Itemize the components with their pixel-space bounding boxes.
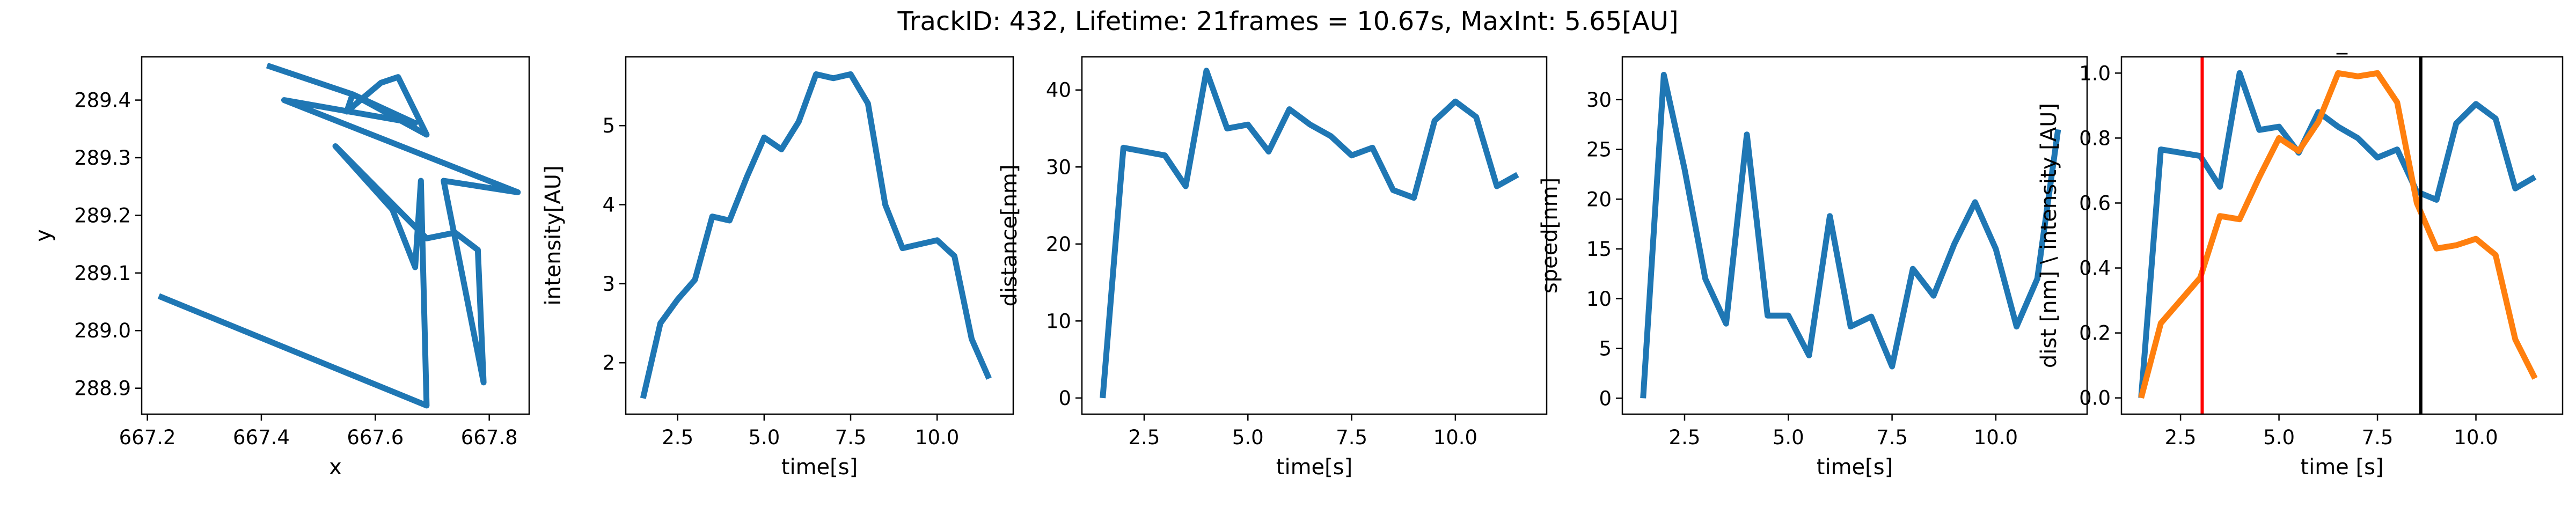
y-tick-label-trajectory: 289.2 (74, 204, 131, 227)
x-tick-label-normalized: 7.5 (2362, 426, 2394, 449)
y-tick-label-normalized: 0.8 (2079, 127, 2111, 150)
x-tick-label-intensity: 2.5 (662, 426, 693, 449)
y-tick-label-speed: 25 (1586, 138, 1612, 161)
y-tick-label-distance: 20 (1046, 233, 1071, 256)
x-tick-label-speed: 7.5 (1876, 426, 1908, 449)
x-axis-label-distance: time[s] (1276, 455, 1352, 480)
axes-frame-distance (1081, 56, 1548, 415)
x-tick-label-normalized: 5.0 (2263, 426, 2295, 449)
y-tick-label-normalized: 0.6 (2079, 192, 2111, 215)
x-tick-label-normalized: 10.0 (2454, 426, 2498, 449)
series-line-normalized-1 (2138, 70, 2538, 399)
axes-frame-normalized (2120, 56, 2564, 415)
y-tick-label-speed: 0 (1599, 387, 1612, 410)
chart-normalized: 2.5 5.0 7.5 10.0 0.0 0.2 0.4 0.6 0.8 1.0 time [s] d… (2037, 30, 2564, 480)
x-tick-label-trajectory: 667.4 (233, 426, 290, 449)
x-tick-label-intensity: 7.5 (835, 426, 867, 449)
x-tick-label-distance: 10.0 (1433, 426, 1477, 449)
y-tick-label-trajectory: 289.4 (74, 89, 131, 112)
y-tick-label-normalized: 0.2 (2079, 322, 2111, 345)
y-tick-label-speed: 15 (1586, 238, 1612, 261)
x-tick-label-speed: 5.0 (1773, 426, 1804, 449)
x-tick-label-trajectory: 667.6 (347, 426, 404, 449)
y-tick-label-distance: 10 (1046, 310, 1071, 333)
x-axis-label-speed: time[s] (1817, 455, 1893, 480)
y-tick-label-trajectory: 289.0 (74, 319, 131, 342)
y-tick-label-normalized: 0.0 (2079, 387, 2111, 410)
y-tick-label-speed: 5 (1599, 337, 1612, 360)
y-tick-label-speed: 20 (1586, 188, 1612, 211)
series-line-normalized-0 (2138, 70, 2537, 399)
series-line-distance-0 (1100, 68, 1519, 399)
x-axis-label-intensity: time[s] (781, 455, 858, 480)
series-line-intensity-0 (640, 71, 992, 399)
x-tick-label-distance: 5.0 (1232, 426, 1264, 449)
y-axis-label-intensity: intensity[AU] (541, 165, 566, 305)
subplots: 667.2 667.4 667.6 667.8 288.9 289.0 289.1 289.2… (31, 30, 2564, 480)
y-tick-label-trajectory: 289.3 (74, 146, 131, 170)
x-tick-label-intensity: 5.0 (748, 426, 780, 449)
x-tick-label-intensity: 10.0 (915, 426, 959, 449)
y-tick-label-speed: 10 (1586, 288, 1612, 311)
y-tick-label-distance: 30 (1046, 156, 1071, 179)
x-axis-label-normalized: time [s] (2300, 455, 2383, 480)
y-axis-label-normalized: dist [nm] \ intensity [AU] (2037, 103, 2061, 368)
axes-frame-speed (1621, 56, 2088, 415)
y-axis-label-trajectory: y (31, 229, 56, 242)
x-tick-label-speed: 2.5 (1669, 426, 1701, 449)
x-axis-label-trajectory: x (329, 455, 342, 480)
y-tick-label-speed: 30 (1586, 89, 1612, 112)
chart-title-normalized: _ (2336, 30, 2348, 55)
y-tick-label-distance: 40 (1046, 79, 1071, 102)
y-tick-label-trajectory: 288.9 (74, 377, 131, 400)
y-tick-label-normalized: 0.4 (2079, 257, 2111, 280)
x-tick-label-trajectory: 667.8 (461, 426, 518, 449)
y-tick-label-intensity: 5 (602, 114, 615, 137)
chart-trajectory: 667.2 667.4 667.6 667.8 288.9 289.0 289.1 289.2… (31, 56, 530, 480)
y-axis-label-speed: speed[nm] (1538, 178, 1562, 293)
chart-distance: 2.5 5.0 7.5 10.0 0 10 20 30 40 time[s] distance[nm… (997, 56, 1548, 480)
x-tick-label-distance: 7.5 (1336, 426, 1367, 449)
y-axis-label-distance: distance[nm] (997, 164, 1022, 306)
chart-intensity: 2.5 5.0 7.5 10.0 2 3 4 5 time[s] intensity[AU] (541, 56, 1014, 480)
y-tick-label-trajectory: 289.1 (74, 262, 131, 285)
series-line-trajectory-0 (157, 62, 521, 409)
y-tick-label-intensity: 4 (602, 194, 615, 217)
x-tick-label-speed: 10.0 (1974, 426, 2018, 449)
series-line-speed-0 (1640, 71, 2061, 399)
chart-speed: 2.5 5.0 7.5 10.0 0 5 10 15 20 25 30 time[s] speed[nm… (1538, 56, 2088, 480)
axes-frame-intensity (625, 56, 1014, 415)
y-tick-label-intensity: 2 (602, 351, 615, 374)
x-tick-label-distance: 2.5 (1129, 426, 1160, 449)
y-tick-label-intensity: 3 (602, 273, 615, 296)
figure-title: TrackID: 432, Lifetime: 21frames = 10.67… (897, 6, 1678, 36)
x-tick-label-trajectory: 667.2 (119, 426, 176, 449)
y-tick-label-normalized: 1.0 (2079, 62, 2111, 85)
y-tick-label-distance: 0 (1058, 387, 1071, 410)
x-tick-label-normalized: 2.5 (2165, 426, 2197, 449)
axes-frame-trajectory (141, 56, 530, 415)
